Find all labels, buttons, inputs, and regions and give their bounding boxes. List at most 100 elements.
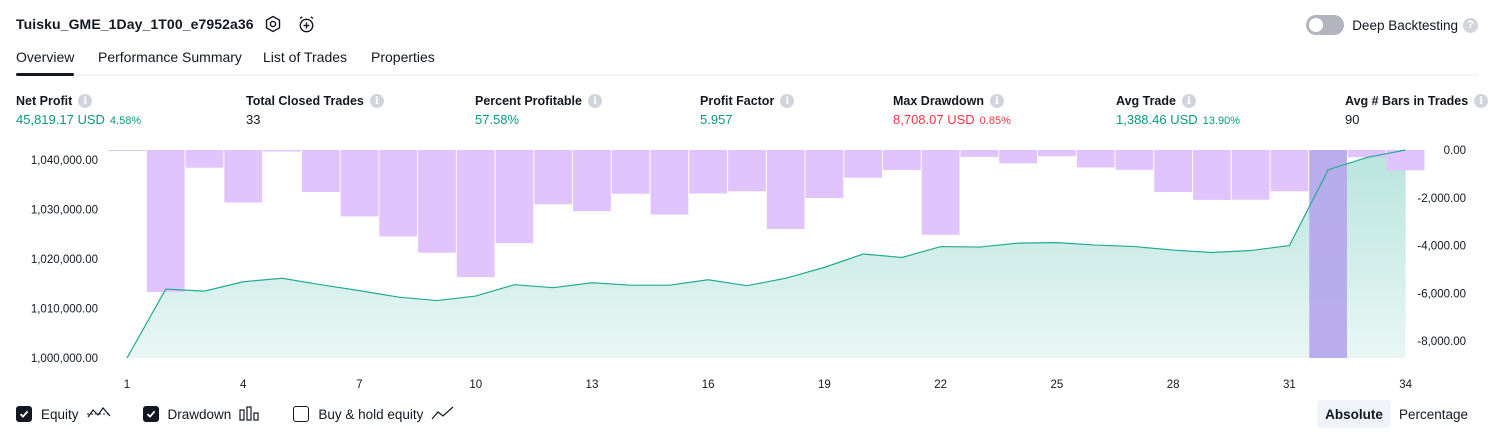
tab-overview[interactable]: Overview [16,49,75,76]
metric-total-closed-trades: Total Closed Trades i 33 [246,94,384,127]
info-icon[interactable]: i [990,94,1004,108]
buy-hold-line-icon [431,405,455,424]
metric-percent: 0.85% [979,115,1011,127]
tab-bar: Overview Performance Summary List of Tra… [16,44,1478,76]
strategy-name: Tuisku_GME_1Day_1T00_e7952a36 [16,16,254,32]
drawdown-bar [689,150,728,194]
x-axis-tick-label: 34 [1399,379,1412,391]
chart-legend: Equity Drawdown Buy & hold equity [16,403,487,425]
right-axis-tick-label: -4,000.00 [1417,241,1466,253]
metric-value: 5.957 [700,112,733,127]
metric-max-drawdown: Max Drawdown i 8,708.07 USD 0.85% [893,94,1011,127]
left-axis-tick-label: 1,000,000.00 [31,353,98,365]
tab-properties[interactable]: Properties [371,49,435,65]
metric-percent: 4.58% [109,115,142,127]
info-icon[interactable]: i [78,94,93,108]
metric-value: 57.58% [475,112,520,127]
drawdown-bar [844,150,883,178]
drawdown-bar [418,150,456,253]
checkbox-checked-icon [16,406,32,422]
metric-label: Max Drawdown [893,94,984,108]
info-icon[interactable]: i [780,94,795,108]
metric-label: Profit Factor [700,94,775,108]
drawdown-bar [534,150,573,205]
equity-checkbox[interactable]: Equity [16,405,111,424]
metric-net-profit: Net Profit i 45,819.17 USD 4.58% [16,94,141,127]
drawdown-bar [263,150,301,152]
drawdown-bar [1386,150,1425,171]
left-axis-tick-label: 1,010,000.00 [31,303,98,315]
drawdown-bar [1193,150,1231,200]
x-axis-tick-label: 16 [702,379,715,391]
left-axis-tick-label: 1,040,000.00 [31,155,98,167]
drawdown-bar [146,150,185,293]
right-axis-tick-label: 0.00 [1444,145,1466,157]
drawdown-bar [1348,150,1386,158]
drawdown-bar [1115,150,1154,170]
drawdown-bar [185,150,224,168]
drawdown-bar [1309,150,1348,358]
x-axis-tick-label: 22 [934,379,947,391]
drawdown-bars-icon [239,405,261,424]
x-axis-tick-label: 25 [1051,379,1064,391]
checkbox-unchecked-icon [293,406,310,422]
drawdown-checkbox[interactable]: Drawdown [142,405,262,424]
metric-value: 33 [246,112,261,127]
metric-profit-factor: Profit Factor i 5.957 [700,94,795,127]
drawdown-bar [883,150,921,171]
metric-value: 90 [1345,112,1360,127]
drawdown-bar [108,150,146,151]
absolute-button[interactable]: Absolute [1317,400,1391,428]
metric-value: 8,708.07 USD [893,112,975,127]
drawdown-bar [301,150,340,193]
x-axis-tick-label: 10 [469,379,482,391]
drawdown-bar [379,150,418,237]
right-axis-tick-label: -2,000.00 [1417,193,1466,205]
settings-icon[interactable] [263,14,283,34]
metric-label: Avg Trade [1116,94,1176,108]
metric-value: 45,819.17 USD [16,112,105,127]
info-icon[interactable]: i [1181,94,1196,108]
x-axis-tick-label: 13 [586,379,599,391]
drawdown-bar [1076,150,1115,168]
alarm-add-icon[interactable] [296,14,316,34]
drawdown-bar [921,150,960,235]
help-icon[interactable]: ? [1463,17,1478,33]
right-axis-tick-label: -6,000.00 [1417,288,1466,300]
buy-hold-checkbox[interactable]: Buy & hold equity [293,405,455,424]
info-icon[interactable]: i [369,94,384,108]
drawdown-bar [999,150,1038,164]
checkbox-checked-icon [142,406,159,422]
deep-backtesting-label: Deep Backtesting [1352,17,1458,33]
drawdown-bar [960,150,999,157]
metric-percent: 13.90% [1202,115,1240,127]
drawdown-bar [495,150,534,244]
drawdown-bar [766,150,805,230]
header-bar: Tuisku_GME_1Day_1T00_e7952a36 Deep Backt… [16,10,1478,38]
metric-avg-bars-in-trades: Avg # Bars in Trades i 90 [1345,94,1489,127]
info-icon[interactable]: i [1474,94,1489,108]
x-axis-tick-label: 31 [1283,379,1296,391]
scale-toggle: Absolute Percentage [1317,400,1476,428]
tab-list-of-trades[interactable]: List of Trades [263,49,348,65]
x-axis-tick-label: 28 [1167,379,1180,391]
x-axis-tick-label: 7 [356,379,362,391]
metric-label: Avg # Bars in Trades [1345,94,1469,108]
tab-performance-summary[interactable]: Performance Summary [98,49,242,65]
drawdown-bar [224,150,263,203]
buy-hold-label: Buy & hold equity [318,406,424,422]
equity-drawdown-chart[interactable]: 1,000,000.00 1,010,000.00 1,020,000.00 1,03… [0,140,1494,398]
metric-percent-profitable: Percent Profitable i 57.58% [475,94,602,127]
drawdown-bar [456,150,495,278]
toggle-knob [1309,18,1324,32]
equity-label: Equity [41,406,79,422]
equity-line [126,149,1406,359]
x-axis-tick-label: 4 [240,379,247,391]
drawdown-bar [611,150,650,194]
deep-backtesting-toggle[interactable] [1306,15,1345,35]
metric-value: 1,388.46 USD [1116,112,1198,127]
drawdown-bar [728,150,766,192]
info-icon[interactable]: i [587,94,602,108]
percentage-button[interactable]: Percentage [1398,406,1468,422]
metric-label: Net Profit [16,94,73,108]
